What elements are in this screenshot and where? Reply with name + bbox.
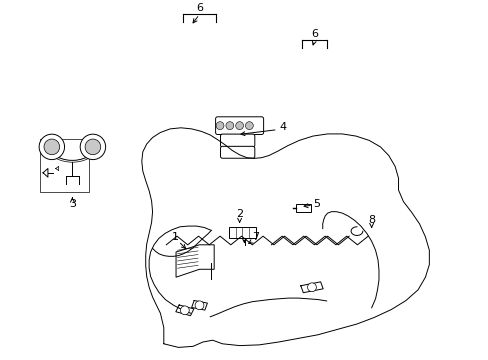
Text: 4: 4 xyxy=(279,122,285,132)
Text: 6: 6 xyxy=(196,3,203,13)
Circle shape xyxy=(195,301,203,310)
Text: 5: 5 xyxy=(313,199,320,210)
FancyBboxPatch shape xyxy=(220,146,254,158)
Circle shape xyxy=(307,283,316,292)
Text: 8: 8 xyxy=(367,215,374,225)
Circle shape xyxy=(39,134,64,159)
Circle shape xyxy=(80,134,105,159)
Text: 1: 1 xyxy=(171,232,178,242)
Text: 2: 2 xyxy=(236,209,243,219)
Bar xyxy=(295,204,310,212)
FancyBboxPatch shape xyxy=(215,117,263,135)
Text: 3: 3 xyxy=(69,199,76,210)
Ellipse shape xyxy=(216,122,224,130)
Text: 7: 7 xyxy=(251,232,258,242)
Ellipse shape xyxy=(235,122,243,130)
Ellipse shape xyxy=(245,122,253,130)
Ellipse shape xyxy=(225,122,233,130)
FancyBboxPatch shape xyxy=(220,134,254,147)
Circle shape xyxy=(44,139,60,155)
Text: 6: 6 xyxy=(310,29,317,39)
Circle shape xyxy=(180,306,189,315)
Bar xyxy=(228,227,255,238)
Circle shape xyxy=(85,139,101,155)
Bar xyxy=(40,139,89,192)
